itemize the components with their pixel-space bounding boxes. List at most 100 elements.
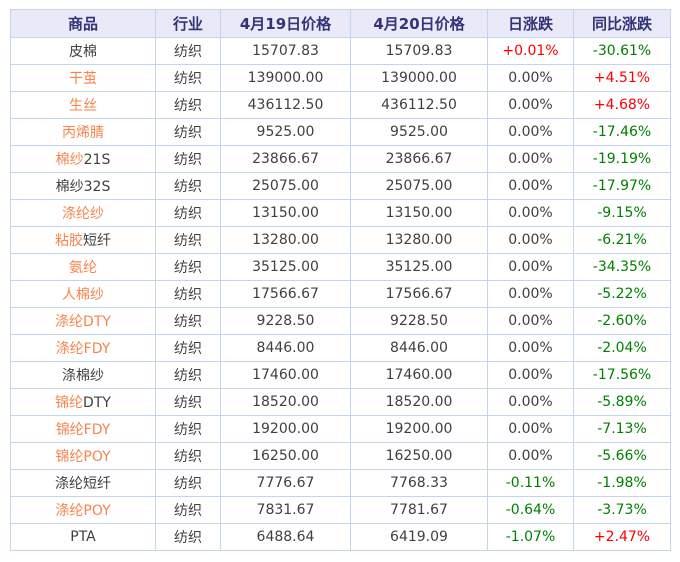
commodity-link[interactable]: 锦纶FDY [55, 422, 111, 438]
commodity-link[interactable]: 干茧 [69, 71, 97, 87]
yoy-change-cell: -7.13% [573, 415, 671, 443]
commodity-link[interactable]: 粘胶 [55, 233, 83, 249]
industry-cell: 纺织 [155, 145, 221, 173]
yoy-change-cell: -5.89% [573, 388, 671, 416]
yoy-change-cell: -17.97% [573, 172, 671, 200]
commodity-name-cell: 涤纶POY [10, 496, 156, 524]
commodity-name-cell: 丙烯腈 [10, 118, 156, 146]
day-change-cell: 0.00% [487, 172, 574, 200]
table-row: 涤棉纱 纺织 17460.00 17460.00 0.00% -17.56% [10, 361, 671, 389]
price-apr20-cell: 25075.00 [350, 172, 488, 200]
commodity-name-cell: 干茧 [10, 64, 156, 92]
table-row: 涤纶FDY 纺织 8446.00 8446.00 0.00% -2.04% [10, 334, 671, 362]
table-row: 锦纶POY 纺织 16250.00 16250.00 0.00% -5.66% [10, 442, 671, 470]
price-apr19-cell: 139000.00 [220, 64, 351, 92]
industry-cell: 纺织 [155, 253, 221, 281]
price-apr19-cell: 17566.67 [220, 280, 351, 308]
price-apr20-cell: 8446.00 [350, 334, 488, 362]
yoy-change-cell: -34.35% [573, 253, 671, 281]
day-change-cell: 0.00% [487, 307, 574, 335]
price-apr19-cell: 17460.00 [220, 361, 351, 389]
commodity-price-table: 商品 行业 4月19日价格 4月20日价格 日涨跌 同比涨跌 皮棉 纺织 157… [10, 9, 671, 551]
industry-cell: 纺织 [155, 199, 221, 227]
price-apr19-cell: 7831.67 [220, 496, 351, 524]
table-row: 锦纶FDY 纺织 19200.00 19200.00 0.00% -7.13% [10, 415, 671, 443]
commodity-link[interactable]: 生丝 [69, 98, 97, 114]
commodity-link[interactable]: 锦纶POY [55, 449, 111, 465]
day-change-cell: 0.00% [487, 64, 574, 92]
yoy-change-cell: -3.73% [573, 496, 671, 524]
header-row: 商品 行业 4月19日价格 4月20日价格 日涨跌 同比涨跌 [10, 9, 671, 38]
industry-cell: 纺织 [155, 496, 221, 524]
price-apr19-cell: 9228.50 [220, 307, 351, 335]
table-row: 人棉纱 纺织 17566.67 17566.67 0.00% -5.22% [10, 280, 671, 308]
price-apr20-cell: 13150.00 [350, 199, 488, 227]
price-apr19-cell: 6488.64 [220, 523, 351, 551]
commodity-name-cell: PTA [10, 523, 156, 551]
table-row: 涤纶POY 纺织 7831.67 7781.67 -0.64% -3.73% [10, 496, 671, 524]
yoy-change-cell: +4.68% [573, 91, 671, 119]
table-row: 涤纶纱 纺织 13150.00 13150.00 0.00% -9.15% [10, 199, 671, 227]
commodity-link[interactable]: 涤纶DTY [55, 314, 111, 330]
commodity-link[interactable]: 氨纶 [69, 260, 97, 276]
price-apr19-cell: 18520.00 [220, 388, 351, 416]
day-change-cell: 0.00% [487, 118, 574, 146]
day-change-cell: 0.00% [487, 280, 574, 308]
price-apr20-cell: 15709.83 [350, 37, 488, 65]
commodity-name-cell: 涤纶短纤 [10, 469, 156, 497]
commodity-name-cell: 生丝 [10, 91, 156, 119]
column-header-price-apr20: 4月20日价格 [350, 9, 488, 38]
yoy-change-cell: -30.61% [573, 37, 671, 65]
yoy-change-cell: -2.60% [573, 307, 671, 335]
commodity-link[interactable]: 人棉纱 [62, 287, 104, 303]
price-apr20-cell: 18520.00 [350, 388, 488, 416]
day-change-cell: 0.00% [487, 199, 574, 227]
price-apr19-cell: 9525.00 [220, 118, 351, 146]
commodity-link[interactable]: 涤纶POY [55, 503, 111, 519]
price-apr20-cell: 6419.09 [350, 523, 488, 551]
column-header-price-apr19: 4月19日价格 [220, 9, 351, 38]
industry-cell: 纺织 [155, 226, 221, 254]
price-apr20-cell: 9228.50 [350, 307, 488, 335]
yoy-change-cell: +2.47% [573, 523, 671, 551]
price-apr19-cell: 35125.00 [220, 253, 351, 281]
table-row: 涤纶短纤 纺织 7776.67 7768.33 -0.11% -1.98% [10, 469, 671, 497]
price-apr20-cell: 17566.67 [350, 280, 488, 308]
column-header-yoy-change: 同比涨跌 [573, 9, 671, 38]
table-row: 氨纶 纺织 35125.00 35125.00 0.00% -34.35% [10, 253, 671, 281]
table-row: 生丝 纺织 436112.50 436112.50 0.00% +4.68% [10, 91, 671, 119]
day-change-cell: 0.00% [487, 388, 574, 416]
price-table-body: 皮棉 纺织 15707.83 15709.83 +0.01% -30.61% 干… [10, 37, 671, 551]
commodity-link[interactable]: 锦纶 [55, 395, 84, 411]
commodity-link[interactable]: 丙烯腈 [62, 125, 104, 141]
commodity-link[interactable]: 棉纱 [55, 152, 84, 168]
commodity-name-cell: 涤纶FDY [10, 334, 156, 362]
price-apr20-cell: 35125.00 [350, 253, 488, 281]
price-apr20-cell: 436112.50 [350, 91, 488, 119]
price-apr19-cell: 19200.00 [220, 415, 351, 443]
yoy-change-cell: -19.19% [573, 145, 671, 173]
industry-cell: 纺织 [155, 307, 221, 335]
price-apr20-cell: 7768.33 [350, 469, 488, 497]
yoy-change-cell: -2.04% [573, 334, 671, 362]
day-change-cell: 0.00% [487, 442, 574, 470]
commodity-name-cell: 棉纱21S [10, 145, 156, 173]
commodity-link[interactable]: 涤纶FDY [55, 341, 111, 357]
day-change-cell: 0.00% [487, 91, 574, 119]
yoy-change-cell: -6.21% [573, 226, 671, 254]
day-change-cell: 0.00% [487, 226, 574, 254]
commodity-name-cell: 氨纶 [10, 253, 156, 281]
price-apr19-cell: 25075.00 [220, 172, 351, 200]
table-header: 商品 行业 4月19日价格 4月20日价格 日涨跌 同比涨跌 [10, 9, 671, 38]
table-row: 干茧 纺织 139000.00 139000.00 0.00% +4.51% [10, 64, 671, 92]
commodity-name-cell: 涤棉纱 [10, 361, 156, 389]
table-row: PTA 纺织 6488.64 6419.09 -1.07% +2.47% [10, 523, 671, 551]
day-change-cell: 0.00% [487, 361, 574, 389]
column-header-commodity: 商品 [10, 9, 156, 38]
commodity-name-cell: 棉纱32S [10, 172, 156, 200]
table-row: 皮棉 纺织 15707.83 15709.83 +0.01% -30.61% [10, 37, 671, 65]
commodity-text: 21S [83, 152, 111, 168]
yoy-change-cell: -9.15% [573, 199, 671, 227]
price-apr19-cell: 15707.83 [220, 37, 351, 65]
commodity-link[interactable]: 涤纶纱 [62, 206, 104, 222]
